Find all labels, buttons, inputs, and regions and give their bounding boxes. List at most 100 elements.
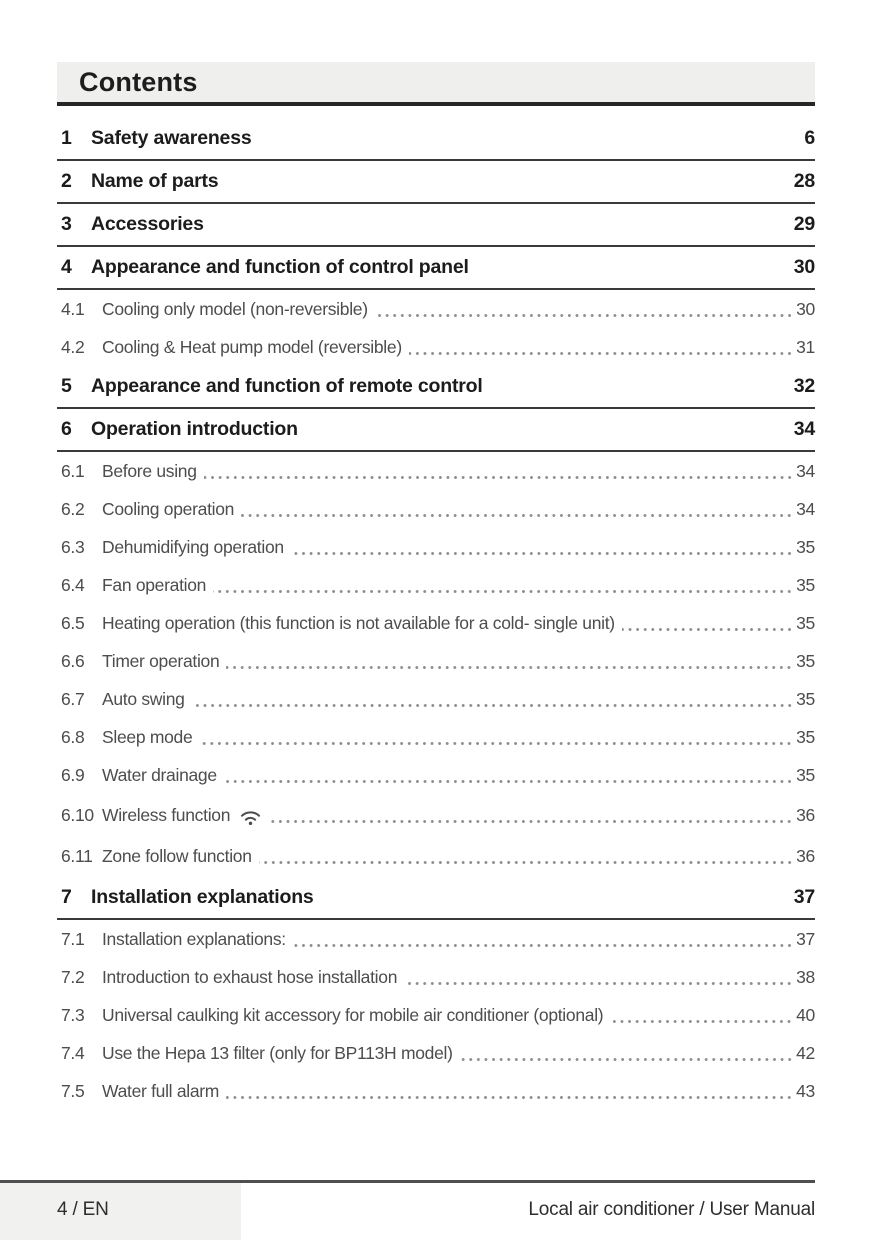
toc-entry-number: 7.1 xyxy=(61,928,85,949)
toc-entry-number: 7 xyxy=(61,886,72,908)
toc-subsection-row: 6.2 Cooling operation 34 xyxy=(57,490,815,528)
toc-entry-page: 6 xyxy=(804,127,815,149)
toc-entry-page: 38 xyxy=(796,966,815,987)
footer-page-label: 4 / EN xyxy=(57,1199,109,1220)
toc-subsection-row: 6.9 Water drainage 35 xyxy=(57,756,815,794)
toc-entry-page: 35 xyxy=(796,688,815,709)
toc-entry-page: 32 xyxy=(793,375,815,397)
dot-leader xyxy=(191,703,794,707)
toc-entry-title: Timer operation xyxy=(102,650,220,671)
dot-leader xyxy=(223,779,794,783)
toc-entry-title: Operation introduction xyxy=(91,418,298,440)
toc-entry-page: 43 xyxy=(796,1080,815,1101)
toc-entry-number: 6.7 xyxy=(61,688,85,709)
toc-entry-title: Wireless function xyxy=(102,804,231,825)
toc-entry-number: 2 xyxy=(61,170,72,192)
dot-leader xyxy=(213,589,794,593)
toc-subsection-row: 7.2 Introduction to exhaust hose installa… xyxy=(57,958,815,996)
toc-entry-number: 6.1 xyxy=(61,460,85,481)
toc-entry-page: 31 xyxy=(796,336,815,357)
toc-entry-title: Appearance and function of remote contro… xyxy=(91,375,483,397)
toc-entry-number: 4.1 xyxy=(61,298,85,319)
toc-entry-title: Dehumidifying operation xyxy=(102,536,284,557)
toc-entry-page: 35 xyxy=(796,536,815,557)
toc-entry-number: 5 xyxy=(61,375,72,397)
toc-entry-number: 6.8 xyxy=(61,726,85,747)
toc-entry-page: 40 xyxy=(796,1004,815,1025)
toc-entry-title: Before using xyxy=(102,460,197,481)
footer-page-tab xyxy=(0,1183,241,1240)
toc-entry-number: 4 xyxy=(61,256,72,278)
dot-leader xyxy=(610,1019,794,1023)
toc-entry-title: Installation explanations xyxy=(91,886,314,908)
footer: 4 / EN Local air conditioner / User Manu… xyxy=(57,1199,815,1221)
toc-entry-page: 35 xyxy=(796,650,815,671)
toc-subsection-row: 7.1 Installation explanations: 37 xyxy=(57,920,815,958)
dot-leader xyxy=(459,1057,794,1061)
toc-entry-title: Cooling & Heat pump model (reversible) xyxy=(102,336,402,357)
toc-content: Contents 1 Safety awareness 6 2 Name of part… xyxy=(57,62,815,1110)
toc-entry-page: 36 xyxy=(796,846,815,866)
toc-entry-page: 30 xyxy=(793,256,815,278)
toc-entry-title: Fan operation xyxy=(102,574,207,595)
wifi-icon xyxy=(241,810,261,825)
toc-subsection-row: 6.7 Auto swing 35 xyxy=(57,680,815,718)
toc-entry-title: Installation explanations: xyxy=(102,928,286,949)
toc-entry-page: 34 xyxy=(796,498,815,519)
toc-subsection-row: 6.10 Wireless function 36 xyxy=(57,794,815,836)
dot-leader xyxy=(226,1095,794,1099)
toc-entry-title: Cooling only model (non-reversible) xyxy=(102,298,368,319)
toc-section-row: 7 Installation explanations 37 xyxy=(57,877,815,920)
toc: 1 Safety awareness 6 2 Name of parts 28 3 Acces… xyxy=(57,118,815,1110)
toc-entry-title: Introduction to exhaust hose installatio… xyxy=(102,966,398,987)
toc-subsection-row: 6.3 Dehumidifying operation 35 xyxy=(57,528,815,566)
dot-leader xyxy=(621,627,794,631)
dot-leader xyxy=(226,665,794,669)
toc-entry-number: 7.2 xyxy=(61,966,85,987)
toc-entry-title: Appearance and function of control panel xyxy=(91,256,469,278)
toc-subsection-row: 6.6 Timer operation 35 xyxy=(57,642,815,680)
toc-entry-number: 6.9 xyxy=(61,764,85,785)
toc-entry-page: 28 xyxy=(793,170,815,192)
toc-entry-title: Water full alarm xyxy=(102,1080,220,1101)
toc-section-row: 5 Appearance and function of remote contr… xyxy=(57,366,815,409)
toc-entry-title: Name of parts xyxy=(91,170,219,192)
toc-entry-title: Auto swing xyxy=(102,688,185,709)
toc-entry-number: 1 xyxy=(61,127,72,149)
toc-entry-page: 30 xyxy=(796,298,815,319)
toc-entry-title: Use the Hepa 13 filter (only for BP113H … xyxy=(102,1042,453,1063)
toc-entry-title: Heating operation (this function is not … xyxy=(102,612,615,633)
dot-leader xyxy=(241,513,794,517)
toc-entry-page: 35 xyxy=(796,764,815,785)
toc-entry-title: Accessories xyxy=(91,213,204,235)
dot-leader xyxy=(408,351,794,355)
toc-entry-page: 36 xyxy=(796,804,815,825)
toc-entry-page: 42 xyxy=(796,1042,815,1063)
toc-entry-title: Zone follow function xyxy=(102,846,252,866)
dot-leader xyxy=(292,943,794,947)
toc-entry-number: 6.6 xyxy=(61,650,85,671)
dot-leader xyxy=(374,313,794,317)
toc-entry-number: 7.3 xyxy=(61,1004,85,1025)
footer-rule xyxy=(0,1180,815,1183)
toc-entry-page: 34 xyxy=(793,418,815,440)
toc-entry-page: 37 xyxy=(793,886,815,908)
toc-subsection-row: 6.8 Sleep mode 35 xyxy=(57,718,815,756)
toc-section-row: 6 Operation introduction 34 xyxy=(57,409,815,452)
toc-entry-title: Cooling operation xyxy=(102,498,235,519)
dot-leader xyxy=(258,861,794,864)
toc-entry-page: 29 xyxy=(793,213,815,235)
toc-entry-number: 6.5 xyxy=(61,612,85,633)
toc-subsection-row: 6.11 Zone follow function 36 xyxy=(57,836,815,877)
contents-header: Contents xyxy=(57,62,815,106)
toc-entry-page: 34 xyxy=(796,460,815,481)
toc-subsection-row: 6.5 Heating operation (this function is n… xyxy=(57,604,815,642)
dot-leader xyxy=(203,475,794,479)
toc-entry-page: 35 xyxy=(796,726,815,747)
toc-subsection-row: 4.2 Cooling & Heat pump model (reversible… xyxy=(57,328,815,366)
toc-section-row: 3 Accessories 29 xyxy=(57,204,815,247)
page-title: Contents xyxy=(79,66,198,97)
toc-entry-title: Safety awareness xyxy=(91,127,252,149)
toc-entry-number: 6 xyxy=(61,418,72,440)
